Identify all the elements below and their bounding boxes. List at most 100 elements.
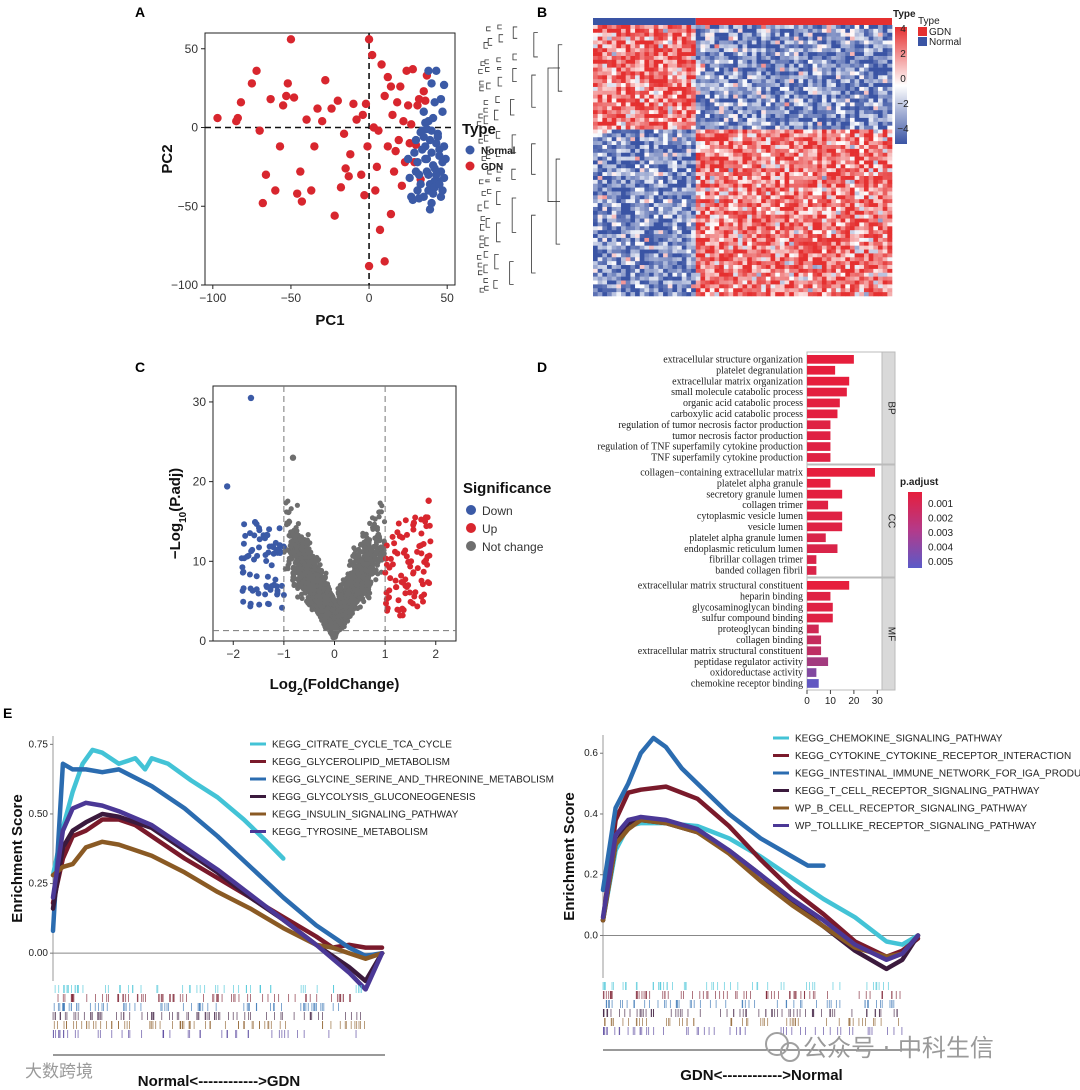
heatmap-cell	[733, 160, 739, 165]
heatmap-cell	[877, 141, 883, 146]
heatmap-cell	[681, 253, 687, 258]
dendrogram-branch	[480, 223, 485, 231]
heatmap-cell	[854, 148, 860, 154]
dendrogram-branch	[479, 287, 485, 293]
heatmap-cell	[611, 234, 617, 239]
heatmap-cell	[803, 272, 809, 277]
heatmap-cell	[681, 268, 687, 274]
dendrogram-branch	[481, 191, 487, 196]
heatmap-cell	[705, 183, 711, 188]
heatmap-cell	[798, 218, 804, 223]
heatmap-cell	[611, 32, 617, 37]
heatmap-cell	[625, 284, 631, 289]
heatmap-cell	[803, 40, 809, 45]
heatmap-cell	[672, 55, 678, 61]
heatmap-cell	[621, 148, 626, 154]
heatmap-cell	[681, 218, 687, 223]
heatmap-cell	[644, 203, 650, 208]
heatmap-cell	[597, 175, 603, 181]
heatmap-cell	[681, 237, 687, 243]
heatmap-cell	[719, 71, 725, 76]
heatmap-cell	[602, 210, 608, 215]
heatmap-cell	[635, 137, 641, 142]
heatmap-cell	[751, 137, 757, 142]
heatmap-cell	[658, 160, 664, 165]
heatmap-cell	[821, 63, 827, 68]
heatmap-cell	[742, 199, 748, 204]
heatmap-cell	[765, 59, 771, 65]
heatmap-cell	[840, 280, 846, 285]
heatmap-cell	[817, 249, 823, 254]
heatmap-cell	[882, 125, 888, 130]
heatmap-cell	[635, 284, 641, 289]
heatmap-cell	[840, 292, 846, 297]
heatmap-cell	[658, 230, 664, 235]
heatmap-cell	[723, 86, 729, 92]
heatmap-cell	[854, 79, 860, 84]
heatmap-cell	[770, 148, 776, 154]
heatmap-cell	[672, 110, 678, 115]
heatmap-cell	[737, 141, 743, 146]
heatmap-cell	[868, 129, 874, 134]
heatmap-cell	[798, 261, 804, 266]
heatmap-cell	[770, 133, 776, 138]
heatmap-cell	[854, 199, 860, 204]
heatmap-cell	[691, 218, 697, 223]
heatmap-cell	[728, 292, 734, 297]
heatmap-cell	[621, 106, 626, 111]
heatmap-cell	[733, 218, 739, 223]
heatmap-cell	[779, 28, 785, 34]
heatmap-cell	[779, 44, 785, 49]
heatmap-cell	[672, 106, 678, 111]
heatmap-cell	[737, 52, 743, 57]
heatmap-cell	[761, 102, 767, 107]
heatmap-cell	[873, 234, 879, 239]
heatmap-cell	[621, 137, 626, 142]
heatmap-cell	[700, 168, 706, 173]
heatmap-cell	[789, 90, 795, 95]
heatmap-cell	[747, 175, 753, 181]
heatmap-cell	[859, 249, 865, 254]
heatmap-cell	[798, 67, 804, 72]
heatmap-cell	[812, 110, 818, 115]
heatmap-cell	[859, 25, 865, 30]
heatmap-cell	[789, 214, 795, 219]
heatmap-cell	[672, 245, 678, 250]
heatmap-cell	[849, 67, 855, 72]
heatmap-cell	[742, 249, 748, 254]
heatmap-cell	[803, 121, 809, 126]
heatmap-cell	[695, 121, 701, 126]
heatmap-cell	[691, 261, 697, 266]
heatmap-cell	[868, 137, 874, 142]
heatmap-cell	[653, 63, 659, 68]
heatmap-cell	[765, 55, 771, 61]
heatmap-cell	[625, 71, 631, 76]
heatmap-cell	[770, 241, 776, 246]
heatmap-cell	[784, 210, 790, 215]
heatmap-cell	[873, 175, 879, 181]
heatmap-cell	[616, 44, 622, 49]
heatmap-cell	[602, 117, 608, 123]
heatmap-cell	[868, 214, 874, 219]
heatmap-cell	[728, 48, 734, 53]
heatmap-cell	[854, 261, 860, 266]
heatmap-cell	[630, 137, 636, 142]
heatmap-cell	[658, 40, 664, 45]
heatmap-cell	[653, 156, 659, 161]
heatmap-cell	[868, 179, 874, 185]
heatmap-cell	[821, 164, 827, 169]
heatmap-cell	[803, 117, 809, 123]
heatmap-cell	[686, 152, 692, 157]
heatmap-cell	[672, 206, 678, 212]
heatmap-cell	[798, 214, 804, 219]
heatmap-cell	[751, 237, 757, 243]
heatmap-cell	[868, 206, 874, 212]
heatmap-cell	[751, 145, 757, 150]
pca-point-normal	[421, 154, 430, 164]
heatmap-row-dendrogram	[476, 24, 563, 293]
heatmap-cell	[793, 44, 799, 49]
heatmap-cell	[611, 145, 617, 150]
heatmap-cell	[803, 253, 809, 258]
heatmap-cell	[761, 226, 767, 231]
heatmap-cell	[793, 226, 799, 231]
